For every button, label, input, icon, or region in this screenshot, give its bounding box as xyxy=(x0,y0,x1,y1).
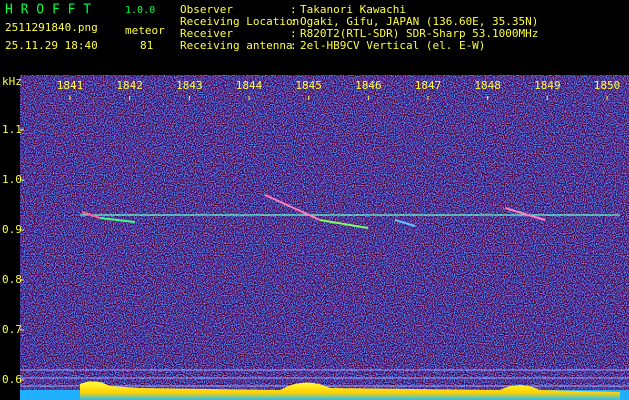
x-tick-label: 1846 xyxy=(355,79,382,92)
info-label: Receiver xyxy=(180,27,233,40)
file-name: 2511291840.png xyxy=(5,21,98,34)
x-tick-label: 1843 xyxy=(176,79,203,92)
x-tick-label: 1844 xyxy=(236,79,263,92)
echo xyxy=(394,219,416,227)
x-tick-label: 1850 xyxy=(594,79,621,92)
power-profile xyxy=(80,381,620,400)
info-separator: : xyxy=(290,39,297,52)
x-tick-label: 1845 xyxy=(295,79,322,92)
info-label: Receiving Location xyxy=(180,15,299,28)
x-tick-label: 1848 xyxy=(474,79,501,92)
echo xyxy=(81,211,101,219)
x-tick-label: 1842 xyxy=(116,79,143,92)
y-unit: kHz xyxy=(2,75,22,88)
y-tick-label: 0.7 xyxy=(2,323,22,336)
x-tick-label: 1849 xyxy=(534,79,561,92)
datetime: 25.11.29 18:40 xyxy=(5,39,98,52)
info-separator: : xyxy=(290,27,297,40)
info-value: R820T2(RTL-SDR) SDR-Sharp 53.1000MHz xyxy=(300,27,538,40)
y-tick-label: 1.0 xyxy=(2,173,22,186)
info-value: Ogaki, Gifu, JAPAN (136.60E, 35.35N) xyxy=(300,15,538,28)
echo xyxy=(99,217,136,223)
noise xyxy=(20,75,629,400)
app-name: H R O F F T xyxy=(5,3,91,18)
echo xyxy=(264,194,321,221)
info-separator: : xyxy=(290,3,297,16)
echo xyxy=(319,219,369,229)
x-tick-label: 1841 xyxy=(57,79,84,92)
meteor-count: 81 xyxy=(140,39,153,52)
y-tick-label: 1.1 xyxy=(2,123,22,136)
info-label: Receiving antenna xyxy=(180,39,293,52)
meteor-label: meteor xyxy=(125,24,165,37)
y-tick-label: 0.9 xyxy=(2,223,22,236)
info-value: Takanori Kawachi xyxy=(300,3,406,16)
info-value: 2el-HB9CV Vertical (el. E-W) xyxy=(300,39,485,52)
info-label: Observer xyxy=(180,3,233,16)
y-tick-label: 0.6 xyxy=(2,373,22,386)
app-version: 1.0.0 xyxy=(125,5,155,16)
meteor-echoes xyxy=(81,194,546,229)
echo xyxy=(504,207,546,221)
info-separator: : xyxy=(290,15,297,28)
x-tick-label: 1847 xyxy=(415,79,442,92)
y-tick-label: 0.8 xyxy=(2,273,22,286)
